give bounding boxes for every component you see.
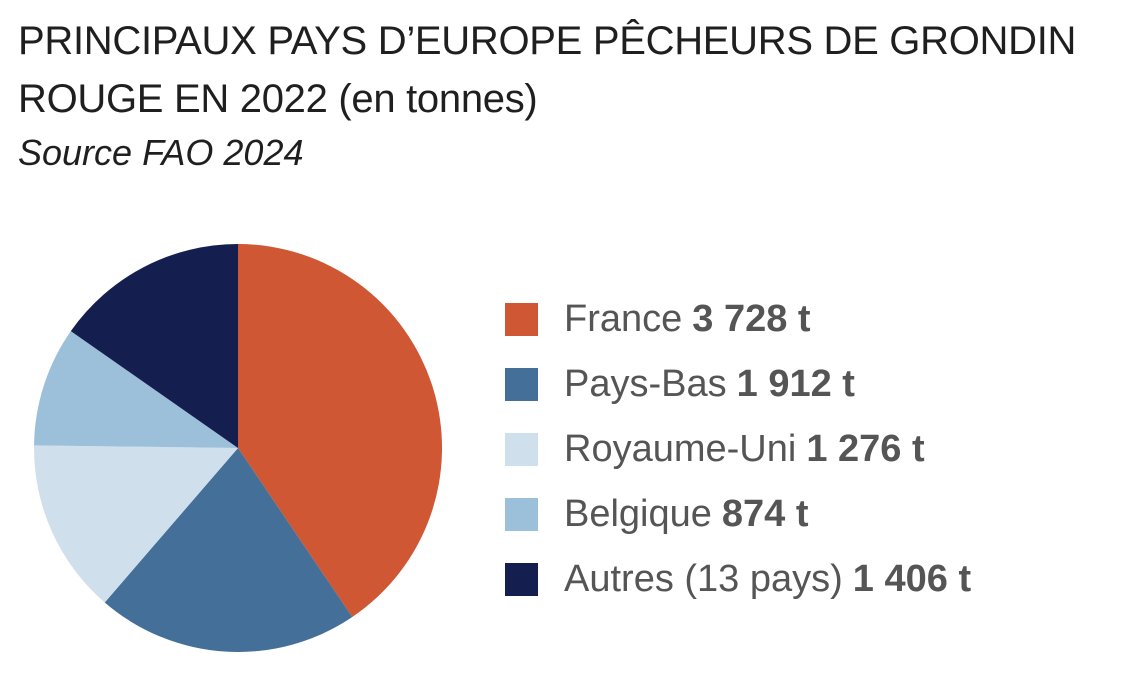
- legend-item-royaume-uni: Royaume-Uni 1 276 t: [505, 417, 1105, 482]
- legend-label: Belgique: [564, 493, 712, 535]
- pie-slice-pays-bas: [104, 448, 353, 653]
- legend-label: Pays-Bas: [564, 363, 727, 405]
- legend-label: Royaume-Uni: [564, 428, 797, 470]
- chart-title-text: PRINCIPAUX PAYS D’EUROPE PÊCHEURS DE GRO…: [18, 19, 1077, 121]
- chart-source: Source FAO 2024: [18, 132, 304, 173]
- legend-swatch: [505, 433, 538, 466]
- legend-value: 1 406 t: [852, 558, 972, 600]
- legend-item-pays-bas: Pays-Bas 1 912 t: [505, 352, 1105, 417]
- pie-svg: [34, 244, 443, 653]
- legend-swatch: [505, 498, 538, 531]
- pie-slice-autres-13-pays: [70, 244, 238, 448]
- legend-item-france: France 3 728 t: [505, 287, 1105, 352]
- legend-swatch: [505, 303, 538, 336]
- legend-label: France: [564, 298, 683, 340]
- legend-value: 1 912 t: [736, 363, 855, 405]
- legend-swatch: [505, 368, 538, 401]
- legend-item-belgique: Belgique 874 t: [505, 482, 1105, 547]
- chart-title-unit: (en tonnes): [338, 77, 538, 121]
- pie-chart: [30, 240, 446, 656]
- pie-slice-france: [238, 244, 443, 618]
- chart-title: PRINCIPAUX PAYS D’EUROPE PÊCHEURS DE GRO…: [18, 12, 1108, 128]
- legend-value: 1 276 t: [806, 428, 925, 470]
- pie-slice-belgique: [34, 331, 238, 448]
- legend-label: Autres (13 pays): [564, 558, 843, 600]
- legend-item-autres-13-pays: Autres (13 pays) 1 406 t: [505, 547, 1105, 612]
- legend-swatch: [505, 563, 538, 596]
- pie-slice-royaume-uni: [34, 445, 239, 603]
- legend-value: 874 t: [721, 493, 809, 535]
- legend: France 3 728 t Pays-Bas 1 912 t Royaume-Uni 1…: [505, 287, 1105, 612]
- legend-value: 3 728 t: [692, 298, 811, 340]
